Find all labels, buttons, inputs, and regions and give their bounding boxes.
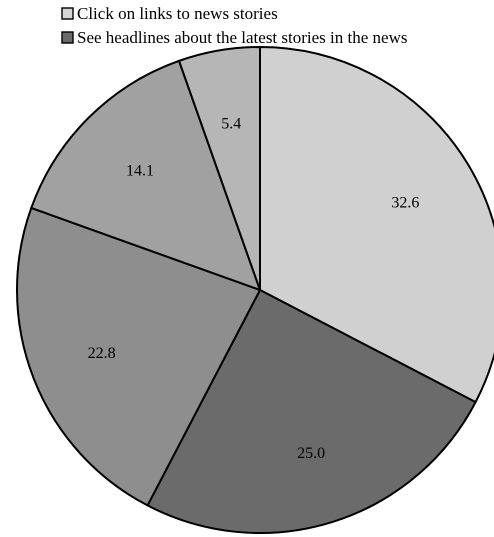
slice-value-label-1: 25.0 (297, 445, 325, 462)
pie-slice-1 (146, 289, 477, 534)
legend-label: See headlines about the latest stories i… (77, 28, 407, 47)
legend-item-0: Click on links to news stories (61, 4, 278, 23)
legend-swatch (61, 7, 74, 20)
pie-slice-2 (16, 206, 261, 507)
legend: Click on links to news stories See headl… (61, 4, 407, 47)
pie-labels: 32.6 25.0 22.8 14.1 5.4 (88, 115, 420, 462)
slice-value-label-0: 32.6 (391, 195, 419, 212)
legend-swatch (61, 31, 74, 44)
slice-value-label-2: 22.8 (88, 345, 116, 362)
legend-label: Click on links to news stories (77, 4, 278, 23)
pie-slice-3 (30, 59, 261, 291)
pie-slice-4 (178, 46, 261, 291)
pie-slice-0 (259, 46, 494, 404)
slice-value-label-4: 5.4 (221, 115, 241, 132)
legend-item-1: See headlines about the latest stories i… (61, 28, 407, 47)
slice-value-label-3: 14.1 (126, 162, 154, 179)
pie-slices (16, 46, 494, 534)
